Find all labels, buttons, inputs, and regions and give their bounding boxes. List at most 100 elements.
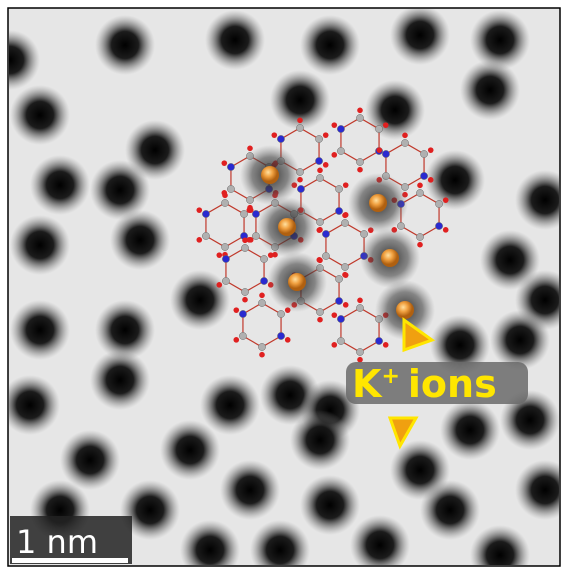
oxygen-atom: [376, 147, 382, 153]
carbon-atom: [296, 124, 303, 131]
oxygen-atom: [323, 132, 329, 138]
oxygen-atom: [357, 108, 363, 114]
carbon-atom: [356, 348, 363, 355]
dark-spot: [30, 155, 90, 215]
oxygen-atom: [246, 237, 252, 243]
oxygen-atom: [402, 133, 408, 139]
carbon-atom: [341, 263, 348, 270]
dark-spot: [110, 210, 170, 270]
oxygen-atom: [443, 227, 449, 233]
nitrogen-atom: [227, 163, 234, 170]
carbon-atom: [241, 288, 248, 295]
oxygen-atom: [331, 152, 337, 158]
carbon-atom: [260, 255, 267, 262]
carbon-atom: [335, 185, 342, 192]
dark-spot: [460, 60, 520, 120]
oxygen-atom: [417, 242, 423, 248]
oxygen-atom: [443, 197, 449, 203]
dark-spot: [205, 10, 265, 70]
oxygen-atom: [343, 272, 349, 278]
ion-label: K+ions: [352, 362, 497, 406]
oxygen-atom: [233, 337, 239, 343]
dark-spot: [0, 375, 60, 435]
oxygen-atom: [196, 207, 202, 213]
carbon-atom: [375, 125, 382, 132]
oxygen-atom: [233, 307, 239, 313]
potassium-ion: [381, 249, 399, 267]
oxygen-atom: [342, 213, 348, 219]
carbon-atom: [416, 189, 423, 196]
potassium-ion: [278, 218, 296, 236]
oxygen-atom: [317, 317, 323, 323]
dark-spot: [220, 460, 280, 520]
carbon-atom: [315, 135, 322, 142]
oxygen-atom: [259, 352, 265, 358]
dark-spot: [90, 350, 150, 410]
dark-spot: [170, 270, 230, 330]
dark-spot: [160, 420, 220, 480]
nitrogen-atom: [222, 255, 229, 262]
nitrogen-atom: [337, 315, 344, 322]
carbon-atom: [258, 299, 265, 306]
nitrogen-atom: [239, 310, 246, 317]
carbon-atom: [316, 218, 323, 225]
carbon-atom: [337, 337, 344, 344]
oxygen-atom: [343, 182, 349, 188]
dark-spot: [350, 515, 410, 573]
oxygen-atom: [331, 312, 337, 318]
carbon-atom: [316, 308, 323, 315]
dark-spot: [300, 475, 360, 535]
oxygen-atom: [221, 160, 227, 166]
scale-bar-label: 1 nm: [16, 523, 98, 561]
oxygen-atom: [246, 207, 252, 213]
oxygen-atom: [383, 122, 389, 128]
oxygen-atom: [428, 177, 434, 183]
oxygen-atom: [316, 227, 322, 233]
dark-spot: [10, 85, 70, 145]
carbon-atom: [356, 114, 363, 121]
carbon-atom: [435, 200, 442, 207]
oxygen-atom: [247, 146, 253, 152]
nitrogen-atom: [315, 157, 322, 164]
carbon-atom: [322, 252, 329, 259]
carbon-atom: [401, 139, 408, 146]
carbon-atom: [337, 147, 344, 154]
oxygen-atom: [417, 183, 423, 189]
oxygen-atom: [428, 147, 434, 153]
carbon-atom: [341, 219, 348, 226]
dark-spot: [10, 300, 70, 360]
dark-spot: [60, 430, 120, 490]
oxygen-atom: [242, 297, 248, 303]
oxygen-atom: [343, 302, 349, 308]
carbon-atom: [356, 158, 363, 165]
oxygen-atom: [331, 122, 337, 128]
carbon-atom: [356, 304, 363, 311]
oxygen-atom: [331, 342, 337, 348]
carbon-atom: [416, 233, 423, 240]
carbon-atom: [316, 174, 323, 181]
nitrogen-atom: [420, 172, 427, 179]
oxygen-atom: [323, 162, 329, 168]
nitrogen-atom: [277, 332, 284, 339]
nitrogen-atom: [375, 337, 382, 344]
element: K: [352, 362, 383, 406]
scale-bar: [12, 558, 128, 563]
carbon-atom: [240, 210, 247, 217]
dark-spot: [200, 375, 260, 435]
carbon-atom: [335, 275, 342, 282]
dark-spot: [470, 10, 530, 70]
nitrogen-atom: [202, 210, 209, 217]
nitrogen-atom: [335, 207, 342, 214]
dark-spot: [10, 215, 70, 275]
nitrogen-atom: [322, 230, 329, 237]
oxygen-atom: [357, 167, 363, 173]
micrograph: K+ions 1 nm: [0, 0, 568, 573]
dark-spot: [390, 5, 450, 65]
nitrogen-atom: [277, 135, 284, 142]
page: K+ions 1 nm (() => { const data = JSON.p…: [0, 0, 568, 573]
dark-spot: [420, 480, 480, 540]
nitrogen-atom: [252, 210, 259, 217]
carbon-atom: [420, 150, 427, 157]
carbon-atom: [239, 332, 246, 339]
dark-spot: [290, 410, 350, 470]
